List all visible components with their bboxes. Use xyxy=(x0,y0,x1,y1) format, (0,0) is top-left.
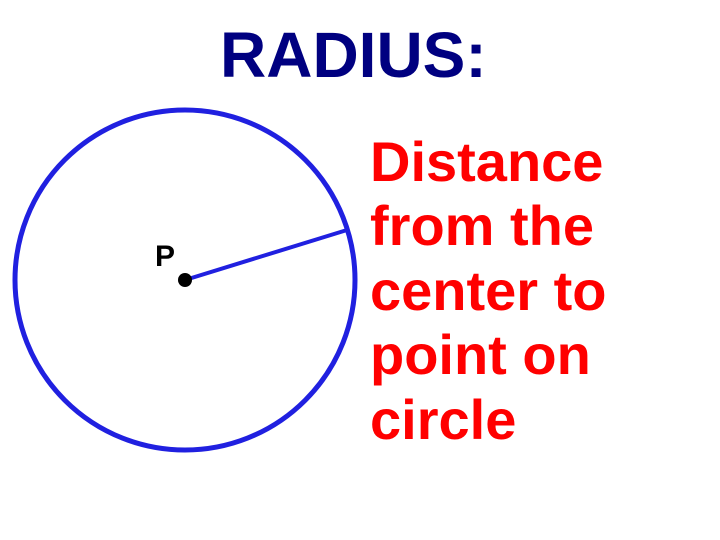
center-dot xyxy=(178,273,192,287)
definition-text: Distance from the center to point on cir… xyxy=(370,130,710,452)
center-label: P xyxy=(155,240,175,274)
radius-line xyxy=(185,230,347,280)
radius-diagram xyxy=(0,90,370,470)
page-title: RADIUS: xyxy=(220,18,487,92)
